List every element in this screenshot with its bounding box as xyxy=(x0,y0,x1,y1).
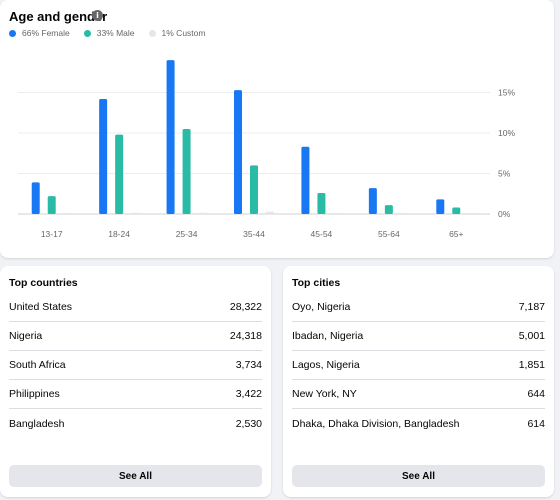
country-value: 24,318 xyxy=(229,330,262,342)
x-tick-label: 45-54 xyxy=(311,229,333,239)
bar-66-female-18-24[interactable] xyxy=(99,98,108,214)
y-tick-label: 10% xyxy=(498,128,515,138)
list-item: Philippines 3,422 xyxy=(9,380,262,409)
age-gender-title: Age and gender xyxy=(9,9,108,24)
bar-1-custom-25-34[interactable] xyxy=(198,212,207,214)
bar-66-female-55-64[interactable] xyxy=(368,188,377,214)
legend-item-male[interactable]: 33% Male xyxy=(83,28,135,38)
country-value: 2,530 xyxy=(235,417,262,430)
list-item: Bangladesh 2,530 xyxy=(9,409,262,438)
list-item: Lagos, Nigeria 1,851 xyxy=(292,351,545,380)
x-tick-label: 55-64 xyxy=(378,229,400,239)
bar-33-male-13-17[interactable] xyxy=(47,196,56,214)
bar-66-female-13-17[interactable] xyxy=(31,182,40,214)
bar-66-female-35-44[interactable] xyxy=(234,90,242,214)
legend-item-custom[interactable]: 1% Custom xyxy=(148,28,206,38)
country-value: 28,322 xyxy=(229,301,262,313)
y-tick-label: 15% xyxy=(498,88,515,98)
city-value: 1,851 xyxy=(518,359,545,371)
legend-dot-male xyxy=(83,29,91,37)
bar-1-custom-55-64[interactable] xyxy=(400,213,409,214)
legend-dot-custom xyxy=(148,29,156,37)
list-item: Nigeria 24,318 xyxy=(9,322,262,351)
country-name: United States xyxy=(9,301,73,313)
bar-66-female-65+[interactable] xyxy=(436,199,445,214)
top-cities-list: Oyo, Nigeria 7,187 Ibadan, Nigeria 5,001… xyxy=(292,293,545,438)
city-name: New York, NY xyxy=(292,388,357,400)
city-value: 5,001 xyxy=(518,330,545,342)
country-value: 3,422 xyxy=(235,388,262,400)
city-value: 614 xyxy=(527,417,545,430)
top-countries-title: Top countries xyxy=(9,277,78,289)
bar-33-male-55-64[interactable] xyxy=(384,205,393,214)
country-name: Philippines xyxy=(9,388,60,400)
country-name: Bangladesh xyxy=(9,417,65,430)
list-item: New York, NY 644 xyxy=(292,380,545,409)
top-cities-title: Top cities xyxy=(292,277,341,289)
age-gender-card: Age and gender i 66% Female 33% Male 1% … xyxy=(0,0,554,258)
country-value: 3,734 xyxy=(235,359,262,371)
top-countries-list: United States 28,322 Nigeria 24,318 Sout… xyxy=(9,293,262,438)
age-gender-bar-chart: 0% 5% 10% 15% 13-17 18-24 25-34 35-44 45-54 55-64… xyxy=(18,60,515,239)
list-item: Ibadan, Nigeria 5,001 xyxy=(292,322,545,351)
legend-label-male: 33% Male xyxy=(96,28,135,38)
bar-1-custom-18-24[interactable] xyxy=(131,212,140,214)
city-value: 7,187 xyxy=(518,301,545,313)
x-tick-label: 18-24 xyxy=(108,229,130,239)
see-all-cities-button[interactable]: See All xyxy=(292,465,545,487)
bar-33-male-45-54[interactable] xyxy=(317,192,326,214)
country-name: Nigeria xyxy=(9,330,43,342)
info-icon[interactable]: i xyxy=(92,10,103,21)
list-item: South Africa 3,734 xyxy=(9,351,262,380)
x-tick-label: 65+ xyxy=(449,229,463,239)
chart-legend: 66% Female 33% Male 1% Custom xyxy=(9,28,219,38)
list-item: Oyo, Nigeria 7,187 xyxy=(292,293,545,322)
bar-33-male-25-34[interactable] xyxy=(182,128,191,214)
bar-33-male-18-24[interactable] xyxy=(115,134,124,214)
bar-33-male-35-44[interactable] xyxy=(250,165,258,214)
legend-dot-female xyxy=(9,29,16,37)
x-tick-label: 13-17 xyxy=(41,229,63,239)
bar-1-custom-35-44[interactable] xyxy=(266,211,274,214)
top-cities-card: Top cities Oyo, Nigeria 7,187 Ibadan, Ni… xyxy=(283,266,554,497)
list-item: Dhaka, Dhaka Division, Bangladesh 614 xyxy=(292,409,545,438)
bar-33-male-65+[interactable] xyxy=(452,207,461,214)
x-tick-label: 35-44 xyxy=(243,229,265,239)
legend-label-female: 66% Female xyxy=(22,28,70,38)
bar-66-female-25-34[interactable] xyxy=(166,60,175,214)
bar-1-custom-65+[interactable] xyxy=(468,213,477,214)
city-name: Ibadan, Nigeria xyxy=(292,330,364,342)
city-name: Dhaka, Dhaka Division, Bangladesh xyxy=(292,417,460,430)
city-value: 644 xyxy=(527,388,545,400)
legend-label-custom: 1% Custom xyxy=(161,28,206,38)
list-item: United States 28,322 xyxy=(9,293,262,322)
legend-item-female[interactable]: 66% Female xyxy=(9,28,70,38)
city-name: Oyo, Nigeria xyxy=(292,301,351,313)
bar-66-female-45-54[interactable] xyxy=(301,146,310,214)
y-tick-label: 0% xyxy=(498,209,511,219)
x-tick-label: 25-34 xyxy=(176,229,198,239)
bar-1-custom-13-17[interactable] xyxy=(63,213,72,214)
see-all-countries-button[interactable]: See All xyxy=(9,465,262,487)
y-tick-label: 5% xyxy=(498,169,511,179)
country-name: South Africa xyxy=(9,359,66,371)
city-name: Lagos, Nigeria xyxy=(292,359,360,371)
top-countries-card: Top countries United States 28,322 Niger… xyxy=(0,266,271,497)
bar-1-custom-45-54[interactable] xyxy=(333,213,342,214)
